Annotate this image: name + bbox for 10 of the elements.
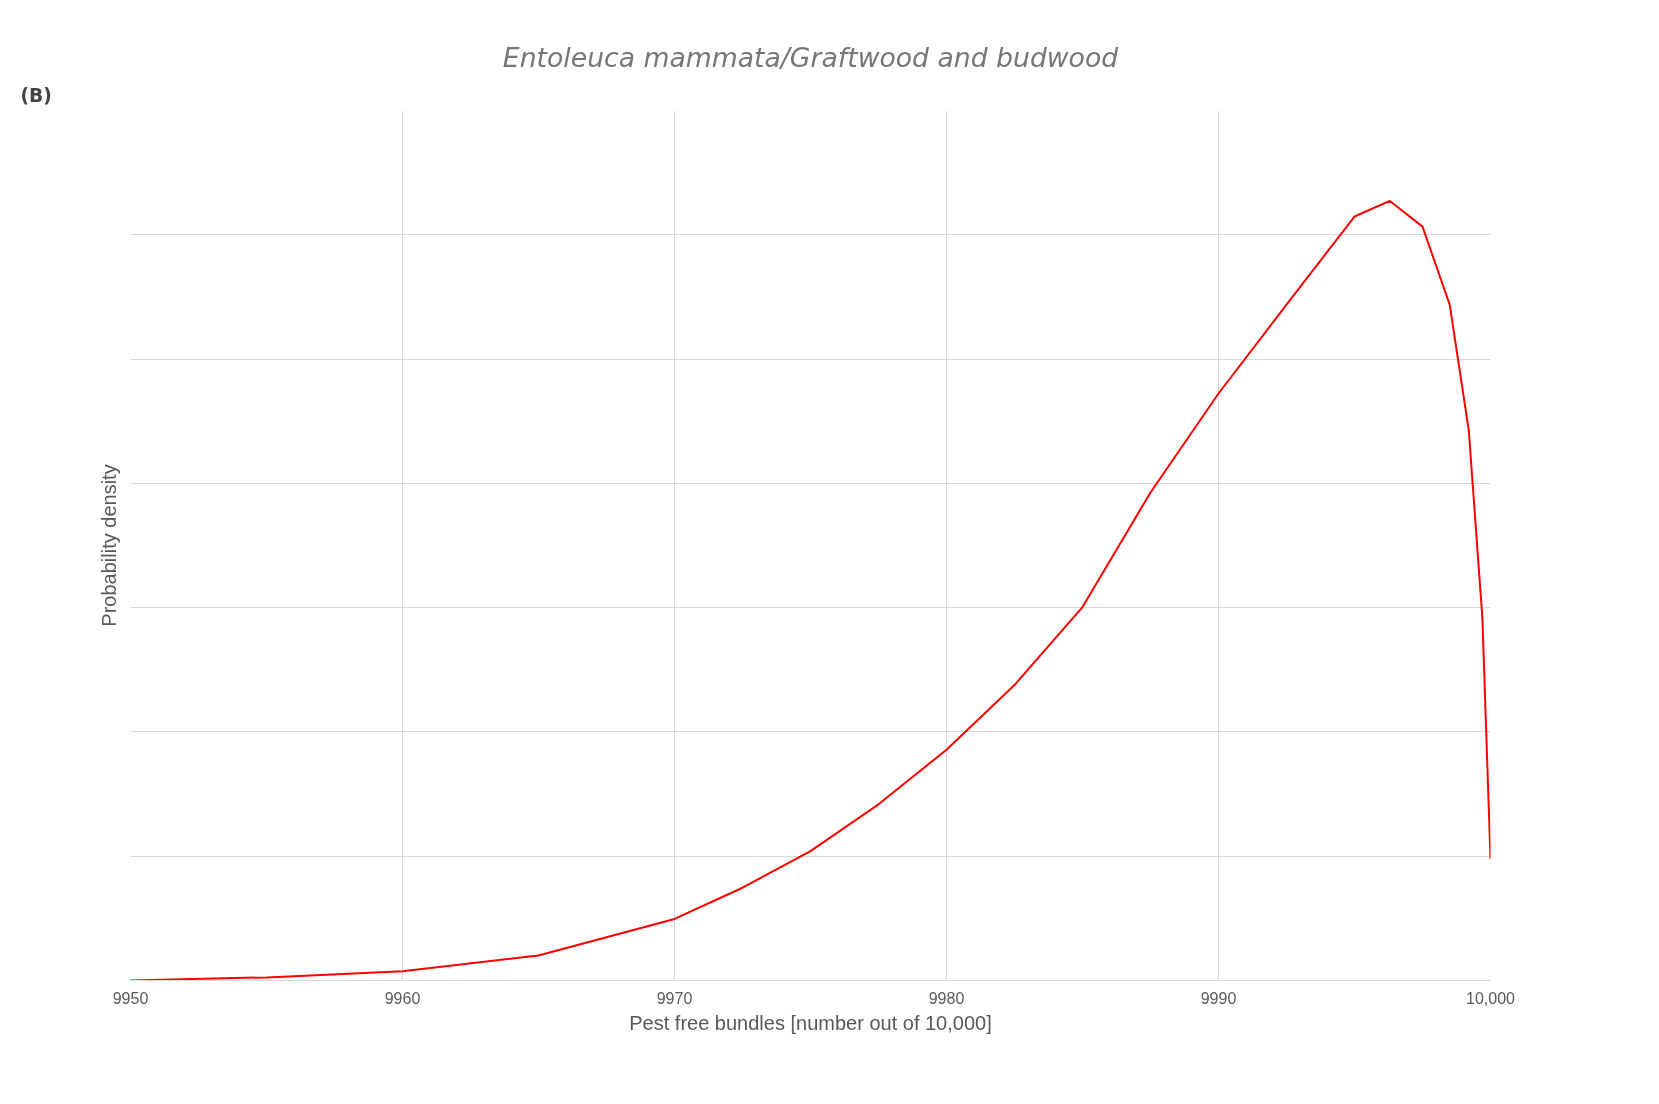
x-tick-label: 9990 [1200, 989, 1237, 1007]
x-tick-label: 9980 [928, 989, 965, 1007]
x-axis-title: Pest free bundles [number out of 10,000] [629, 1011, 992, 1034]
text: (B) [20, 84, 52, 106]
chart-title: Entoleuca mammata/Graftwood and budwood [502, 41, 1120, 73]
y-axis-title: Probability density [97, 464, 120, 627]
x-tick-label: 9970 [656, 989, 693, 1007]
x-tick-label: 9960 [384, 989, 421, 1007]
x-tick-label: 10,000 [1466, 989, 1516, 1007]
x-tick-label: 9950 [112, 989, 149, 1007]
